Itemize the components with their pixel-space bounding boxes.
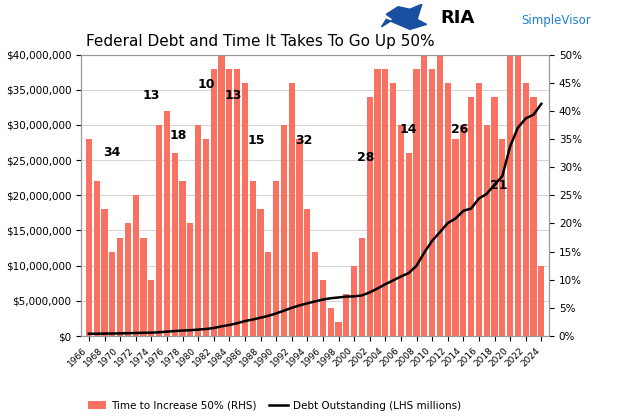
Bar (211, 69, 217, 336)
Bar (374, 69, 381, 336)
Bar (319, 280, 326, 336)
Bar (328, 308, 334, 336)
Text: 21: 21 (490, 179, 507, 192)
Text: 10: 10 (197, 78, 215, 91)
Bar (530, 97, 537, 336)
Bar (140, 237, 147, 336)
Text: 34: 34 (104, 146, 121, 159)
Bar (367, 97, 373, 336)
Bar (413, 69, 419, 336)
Bar (335, 322, 341, 336)
Bar (241, 83, 248, 336)
Bar (475, 83, 482, 336)
Text: 28: 28 (357, 151, 374, 164)
Bar (94, 181, 100, 336)
Bar (390, 83, 396, 336)
Text: 13: 13 (143, 89, 160, 102)
Bar (304, 209, 310, 336)
Bar (421, 55, 427, 336)
Text: SimpleVisor: SimpleVisor (522, 14, 591, 27)
Text: 14: 14 (400, 123, 417, 136)
Bar (468, 97, 474, 336)
Polygon shape (381, 4, 427, 29)
Bar (234, 69, 240, 336)
Bar (289, 83, 295, 336)
Bar (148, 280, 154, 336)
Bar (163, 111, 170, 336)
Bar (203, 139, 209, 336)
Bar (125, 223, 131, 336)
Bar (218, 55, 225, 336)
Bar (172, 153, 178, 336)
Bar (351, 265, 357, 336)
Text: RIA: RIA (441, 9, 475, 27)
Bar (499, 139, 505, 336)
Bar (273, 181, 279, 336)
Text: 15: 15 (248, 134, 265, 147)
Bar (445, 83, 451, 336)
Bar (484, 125, 490, 336)
Bar (85, 139, 92, 336)
Bar (460, 125, 466, 336)
Bar (491, 97, 497, 336)
Bar (359, 237, 365, 336)
Bar (117, 237, 123, 336)
Bar (156, 125, 162, 336)
Bar (343, 294, 349, 336)
Text: 18: 18 (170, 129, 187, 142)
Bar (195, 125, 201, 336)
Bar (250, 181, 256, 336)
Bar (109, 252, 115, 336)
Bar (437, 55, 443, 336)
Bar (429, 69, 435, 336)
Bar (507, 55, 513, 336)
Bar (257, 209, 263, 336)
Bar (133, 195, 139, 336)
Text: 26: 26 (451, 123, 468, 136)
Bar (296, 139, 303, 336)
Bar (179, 181, 185, 336)
Bar (397, 125, 404, 336)
Bar (515, 55, 521, 336)
Bar (281, 125, 287, 336)
Text: 13: 13 (225, 89, 242, 102)
Bar (187, 223, 193, 336)
Bar (101, 209, 107, 336)
Bar (226, 69, 232, 336)
Bar (523, 83, 529, 336)
Bar (452, 139, 459, 336)
Bar (265, 252, 271, 336)
Legend: Time to Increase 50% (RHS), Debt Outstanding (LHS millions): Time to Increase 50% (RHS), Debt Outstan… (84, 396, 466, 415)
Text: Federal Debt and Time It Takes To Go Up 50%: Federal Debt and Time It Takes To Go Up … (86, 34, 434, 49)
Bar (382, 69, 388, 336)
Bar (312, 252, 318, 336)
Bar (538, 265, 544, 336)
Bar (406, 153, 412, 336)
Text: 32: 32 (295, 134, 312, 147)
